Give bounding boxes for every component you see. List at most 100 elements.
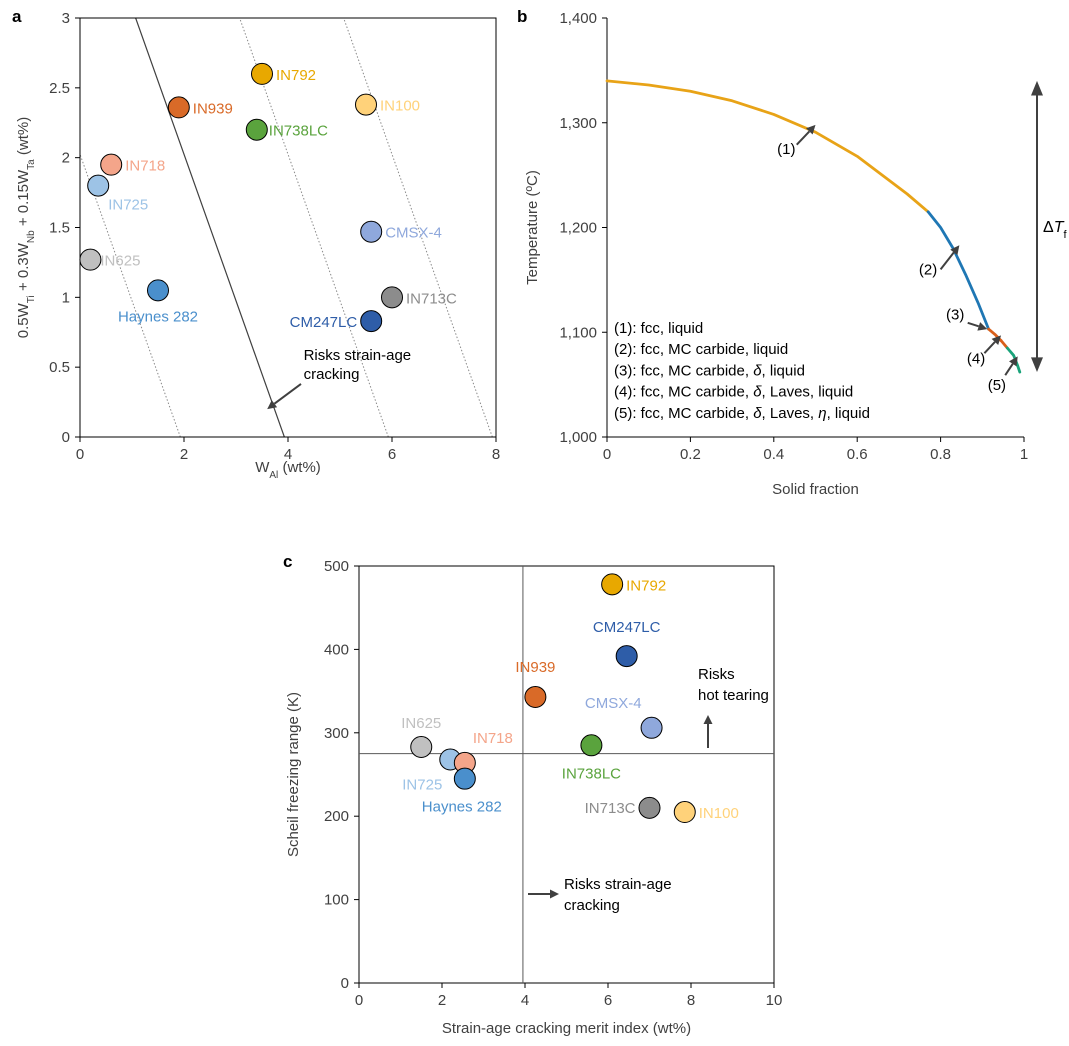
panel-a-point-label-2: IN100 [380, 98, 420, 115]
panel-b-series-arrow-0-head [806, 124, 816, 135]
panel-a-point-label-7: IN625 [100, 253, 140, 270]
panel-a-boundary-line-1 [80, 152, 181, 437]
panel-a-ytick-label-1: 0.5 [49, 359, 70, 376]
panel-b-chart: 0 0.2 0.4 0.6 0.8 1 1,000 1,100 1,200 1,300 1,400 S… [524, 10, 1067, 498]
panel-b-series-arrow-4 [1004, 356, 1018, 376]
panel-b-series-arrow-2-head [977, 322, 988, 331]
panel-c-point-label-2: IN939 [515, 659, 555, 676]
panel-c-xtick-label-4: 8 [687, 992, 695, 1009]
panel-b-series-label-3: (4) [967, 351, 985, 368]
panel-a-ytick-label-0: 0 [62, 429, 70, 446]
panel-a-point-2 [355, 93, 377, 116]
panel-a-ytick-label-5: 2.5 [49, 80, 70, 97]
panel-c-point-label-5: IN625 [401, 715, 441, 732]
panel-b-legend-line-1: (2): fcc, MC carbide, liquid [614, 341, 788, 358]
panel-b-series-line-3 [999, 339, 1009, 350]
panel-c-point-label-8: Haynes 282 [422, 799, 502, 816]
panel-b-ytick-label-2: 1,200 [559, 220, 597, 237]
panel-a-point-3 [245, 118, 268, 141]
panel-a-point-label-0: IN792 [276, 67, 316, 84]
panel-c-ytick-label-3: 300 [324, 725, 349, 742]
panel-c-ytick-label-4: 400 [324, 641, 349, 658]
panel-a-boundaries [80, 18, 493, 437]
panel-b-series-arrow-2 [967, 321, 988, 331]
panel-a-xtick-label-1: 2 [180, 446, 188, 463]
panel-a-chart: 0 2 4 6 8 0 0.5 1 1.5 2 2.5 3 WAl (wt%) 0.5WTi + 0.3W… [15, 10, 500, 481]
panel-a-point-7 [79, 248, 102, 271]
panel-c-xtick-label-2: 4 [521, 992, 529, 1009]
panel-c-annotation1-arrow [528, 889, 559, 899]
panel-c-point-label-4: IN738LC [562, 765, 621, 782]
panel-a-point-label-6: CMSX-4 [385, 225, 442, 242]
panel-a-xtick-label-2: 4 [284, 446, 292, 463]
panel-c-point-3 [640, 716, 663, 739]
panel-c-point-8 [453, 767, 476, 790]
panel-c-point-label-7: IN718 [473, 730, 513, 747]
panel-c-xtick-label-5: 10 [766, 992, 783, 1009]
panel-c-ytick-label-5: 500 [324, 558, 349, 575]
panel-a-boundary-line-3 [343, 18, 493, 437]
panel-b-series-line-1 [926, 210, 990, 331]
panel-a-annotation-arrow [267, 383, 302, 410]
panel-a-point-0 [251, 62, 273, 85]
panel-c-frame [358, 565, 775, 984]
panel-a-point-label-1: IN939 [193, 100, 233, 117]
panel-a-point-label-9: IN713C [406, 290, 457, 307]
panel-c-annotation2-line-1: hot tearing [698, 687, 769, 704]
panel-b-series-label-4: (5) [988, 377, 1006, 394]
panel-b-xtick-label-1: 0.2 [680, 446, 701, 463]
panel-a-point-label-4: IN718 [125, 158, 165, 175]
panel-a-letter: a [12, 7, 22, 26]
panel-c-point-5 [410, 735, 433, 758]
panel-c-point-10 [673, 801, 696, 824]
panel-b-xtick-label-4: 0.8 [930, 446, 951, 463]
panel-a-boundary-line-2 [239, 18, 389, 437]
panel-c-xtick-label-0: 0 [355, 992, 363, 1009]
panel-b-ytick-label-1: 1,100 [559, 324, 597, 341]
panel-b-series-arrow-1 [939, 245, 960, 271]
panel-c-ylabel: Scheil freezing range (K) [285, 692, 302, 857]
panel-b-legend-line-0: (1): fcc, liquid [614, 320, 703, 337]
panel-b-series-arrow-1-head [950, 245, 960, 256]
panel-a-point-label-5: IN725 [108, 197, 148, 214]
panel-b-series-arrow-1-shaft [939, 251, 955, 271]
panel-a-ytick-label-2: 1 [62, 289, 70, 306]
panel-b-delta-head-bottom [1031, 357, 1043, 373]
panel-b-legend-line-3: (4): fcc, MC carbide, δ, Laves, liquid [614, 384, 853, 401]
panel-b-series-arrow-3-shaft [983, 341, 996, 354]
panel-c-point-2 [524, 685, 547, 708]
panel-b-ytick-label-3: 1,300 [559, 115, 597, 132]
panel-c-letter: c [283, 552, 292, 571]
panel-a-point-label-10: CM247LC [290, 314, 358, 331]
panel-b-delta-arrow [1031, 80, 1043, 373]
panel-a-xlabel: WAl (wt%) [255, 459, 321, 481]
panel-c-point-label-1: CM247LC [593, 619, 661, 636]
panel-a-point-6 [360, 220, 383, 243]
panel-c-annotation1-arrow-head [550, 889, 559, 899]
panel-c-point-label-9: IN713C [585, 800, 636, 817]
panel-b-series-arrow-4-shaft [1004, 363, 1014, 376]
panel-b-series-arrow-3-head [991, 335, 1002, 346]
panel-b-series-arrow-2-shaft [967, 321, 980, 328]
panel-c-annotation2-line-0: Risks [698, 666, 735, 683]
panel-c-annotation2-arrow [703, 715, 713, 748]
panel-b-legend-line-2: (3): fcc, MC carbide, δ, liquid [614, 362, 805, 379]
panel-b-xtick-label-0: 0 [603, 446, 611, 463]
panel-b-letter: b [517, 7, 527, 26]
panel-c-point-label-3: CMSX-4 [585, 695, 642, 712]
panel-c-ytick-label-1: 100 [324, 892, 349, 909]
panel-c-annotation1-line-0: Risks strain-age [564, 876, 672, 893]
panel-c-point-9 [638, 796, 661, 819]
panel-a-ytick-label-4: 2 [62, 150, 70, 167]
panel-a-xtick-label-4: 8 [492, 446, 500, 463]
panel-a-point-9 [381, 286, 403, 309]
panel-a-point-5 [87, 174, 110, 197]
panel-a-point-10 [360, 310, 383, 333]
panel-b-ytick-label-4: 1,400 [559, 10, 597, 27]
panel-c-point-label-0: IN792 [626, 577, 666, 594]
panel-b-legend-line-4: (5): fcc, MC carbide, δ, Laves, η, liqui… [614, 405, 870, 422]
panel-a-annotation-arrow-head [267, 400, 278, 410]
panel-b-delta-label: ΔTf [1043, 219, 1067, 241]
